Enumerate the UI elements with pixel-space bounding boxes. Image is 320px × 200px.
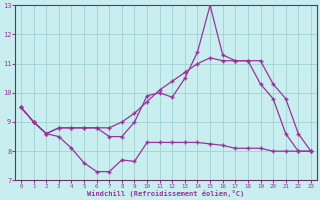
X-axis label: Windchill (Refroidissement éolien,°C): Windchill (Refroidissement éolien,°C) [87,190,244,197]
